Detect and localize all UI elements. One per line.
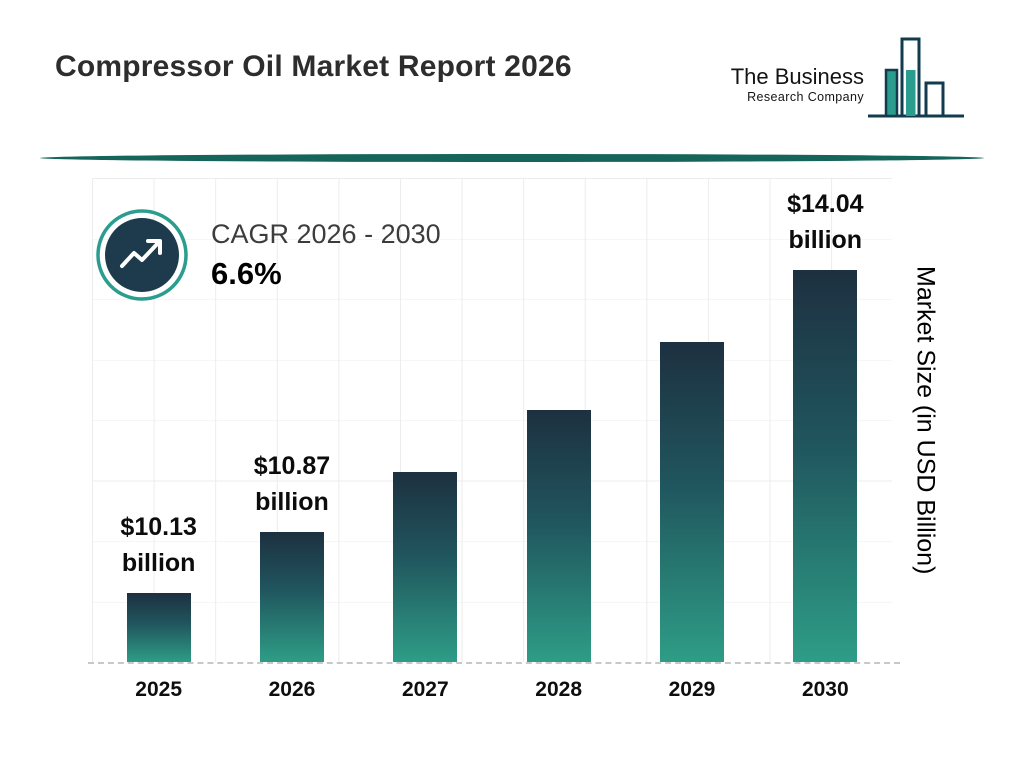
chart-baseline [88, 662, 900, 664]
cagr-value: 6.6% [211, 255, 282, 291]
x-axis-label: 2026 [268, 678, 316, 701]
logo-text: The Business Research Company [731, 64, 864, 120]
bar-2028 [526, 410, 591, 662]
bar-column [625, 182, 758, 662]
company-logo: The Business Research Company [731, 36, 966, 120]
bar-value-label: $14.04 billion [787, 190, 864, 254]
page-title: Compressor Oil Market Report 2026 [55, 50, 572, 83]
logo-bars-icon [868, 37, 964, 118]
bar-column: $10.87 billion [225, 182, 358, 662]
bar-2025 [126, 593, 191, 662]
growth-trend-icon [96, 209, 188, 301]
bar-column [492, 182, 625, 662]
y-axis-title: Market Size (in USD Billion) [911, 265, 940, 575]
x-axis-label: 2028 [535, 678, 582, 701]
cagr-badge: CAGR 2026 - 2030 6.6% [95, 208, 441, 302]
logo-subname: Research Company [747, 90, 864, 104]
cagr-text: CAGR 2026 - 2030 6.6% [211, 219, 441, 292]
x-axis-label: 2025 [135, 678, 183, 701]
bar-2030 [793, 270, 858, 662]
bar-2027 [393, 472, 458, 662]
bar-value-label: $10.13 billion [120, 513, 197, 577]
x-axis-label: 2029 [668, 678, 716, 701]
bar-column: $10.13 billion [92, 182, 225, 662]
cagr-label: CAGR 2026 - 2030 [211, 218, 441, 249]
x-axis: 2025 2026 2027 2028 2029 2030 [92, 678, 892, 702]
x-axis-label: 2027 [401, 678, 449, 701]
bar-column [359, 182, 492, 662]
x-axis-label: 2030 [801, 678, 849, 701]
bar-2026 [259, 532, 324, 662]
divider-line [40, 154, 984, 162]
bar-value-label: $10.87 billion [253, 452, 331, 516]
chart-grid [92, 178, 892, 662]
logo-name: The Business [730, 64, 864, 89]
bar-chart: $10.13 billion $10.87 billion $14.04 billion [92, 182, 892, 662]
bar-2029 [659, 342, 724, 662]
bar-column: $14.04 billion [759, 182, 892, 662]
